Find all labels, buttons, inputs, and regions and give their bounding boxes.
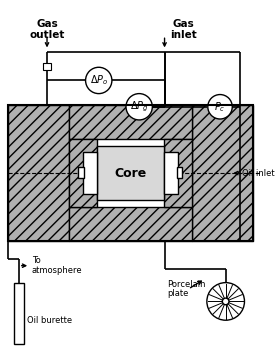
Circle shape xyxy=(126,94,152,120)
Bar xyxy=(69,139,97,207)
Text: Gas
outlet: Gas outlet xyxy=(29,19,65,40)
Text: $\Delta P_g$: $\Delta P_g$ xyxy=(130,100,148,114)
Bar xyxy=(43,63,51,70)
Text: Core: Core xyxy=(114,167,146,179)
Text: Oil burette: Oil burette xyxy=(27,316,72,325)
Text: Oil inlet: Oil inlet xyxy=(242,169,274,178)
Circle shape xyxy=(207,282,245,320)
Bar xyxy=(177,167,183,178)
Text: Gas
inlet: Gas inlet xyxy=(170,19,197,40)
Bar xyxy=(78,167,84,178)
Text: To
atmosphere: To atmosphere xyxy=(32,256,83,275)
Bar xyxy=(97,146,164,200)
Circle shape xyxy=(208,95,232,119)
Bar xyxy=(14,282,24,344)
Bar xyxy=(69,207,192,241)
Bar xyxy=(7,105,69,241)
Text: Porcelain
plate: Porcelain plate xyxy=(167,280,206,298)
Bar xyxy=(7,105,253,241)
Bar xyxy=(69,105,192,139)
Text: $\Delta P_o$: $\Delta P_o$ xyxy=(89,74,108,87)
Text: $P_c$: $P_c$ xyxy=(214,100,226,114)
Bar xyxy=(164,139,192,207)
Bar xyxy=(192,105,253,241)
Bar xyxy=(164,152,178,194)
Circle shape xyxy=(222,298,229,305)
Bar xyxy=(83,152,97,194)
Circle shape xyxy=(86,67,112,94)
